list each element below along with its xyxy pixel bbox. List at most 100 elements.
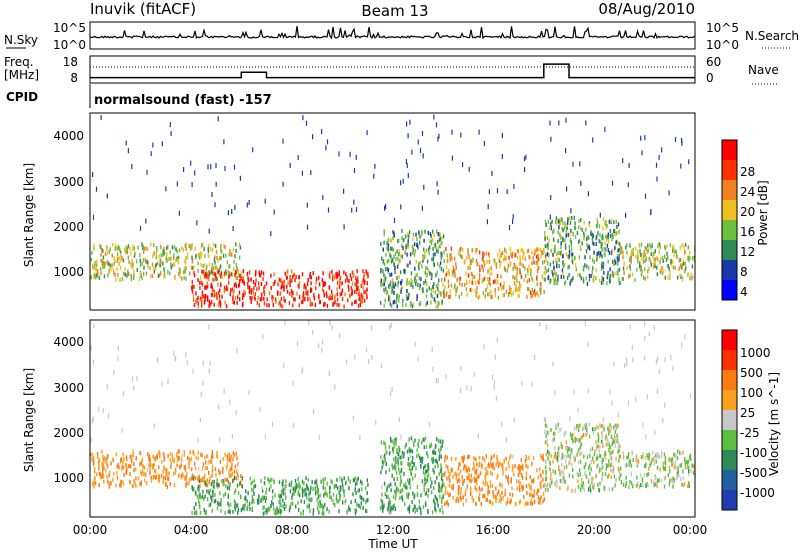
scatter-cell — [185, 242, 187, 247]
scatter-cell — [570, 247, 573, 252]
scatter-cell — [431, 490, 433, 495]
scatter-cell — [473, 456, 475, 461]
scatter-cell — [205, 294, 207, 298]
scatter-cell — [384, 205, 386, 211]
scatter-cell — [476, 290, 478, 295]
scatter-cell — [198, 475, 200, 480]
scatter-cell — [693, 257, 695, 262]
scatter-cell — [586, 428, 588, 432]
scatter-cell — [371, 325, 373, 331]
scatter-cell — [433, 114, 435, 120]
scatter-cell — [551, 219, 553, 224]
scatter-cell — [469, 486, 472, 491]
scatter-cell — [689, 453, 692, 458]
scatter-cell — [264, 434, 267, 440]
scatter-cell — [182, 248, 184, 253]
scatter-cell — [612, 273, 614, 278]
scatter-cell — [129, 464, 131, 469]
scatter-cell — [501, 251, 503, 256]
scatter-cell — [691, 463, 694, 468]
scatter-cell — [133, 468, 135, 473]
scatter-cell — [680, 463, 682, 468]
scatter-cell — [329, 320, 331, 326]
scatter-cell — [356, 269, 358, 274]
scatter-cell — [478, 250, 481, 255]
scatter-cell — [366, 271, 368, 275]
scatter-cell — [206, 281, 208, 286]
scatter-cell — [237, 462, 239, 467]
scatter-cell — [242, 505, 245, 509]
scatter-cell — [515, 274, 517, 279]
scatter-cell — [597, 482, 599, 487]
scatter-cell — [475, 457, 477, 462]
scatter-cell — [684, 457, 686, 461]
scatter-cell — [179, 274, 181, 279]
scatter-cell — [430, 234, 432, 239]
scatter-cell — [195, 476, 197, 481]
scatter-cell — [646, 394, 648, 400]
scatter-cell — [498, 498, 501, 503]
scatter-cell — [290, 279, 293, 283]
scatter-cell — [208, 491, 210, 495]
scatter-cell — [623, 261, 625, 266]
scatter-cell — [281, 489, 283, 494]
scatter-cell — [417, 283, 419, 287]
scatter-cell — [391, 439, 393, 444]
scatter-cell — [559, 217, 561, 222]
scatter-cell — [489, 282, 491, 287]
scatter-cell — [549, 214, 551, 220]
scatter-cell — [616, 256, 619, 261]
scatter-cell — [194, 490, 197, 495]
scatter-cell — [213, 242, 215, 247]
scatter-cell — [558, 428, 560, 433]
scatter-cell — [664, 475, 667, 480]
scatter-cell — [543, 270, 545, 275]
scatter-cell — [408, 292, 410, 297]
scatter-cell — [384, 289, 386, 294]
scatter-cell — [443, 277, 446, 282]
scatter-cell — [304, 283, 306, 288]
scatter-cell — [275, 511, 277, 516]
scatter-cell — [434, 290, 437, 295]
scatter-cell — [655, 359, 657, 365]
scatter-cell — [200, 452, 202, 457]
scatter-cell — [449, 294, 451, 299]
scatter-cell — [447, 469, 449, 473]
scatter-cell — [393, 291, 395, 295]
velocity-scatter — [90, 320, 696, 516]
scatter-cell — [591, 480, 593, 485]
scatter-cell — [382, 247, 384, 252]
scatter-cell — [438, 237, 441, 242]
scatter-cell — [530, 498, 532, 503]
scatter-cell — [569, 216, 571, 221]
scatter-cell — [550, 472, 552, 477]
scatter-cell — [434, 507, 436, 512]
scatter-cell — [566, 226, 568, 231]
scatter-cell — [429, 444, 431, 449]
scatter-cell — [483, 141, 485, 146]
scatter-cell — [620, 466, 622, 471]
scatter-cell — [163, 251, 165, 256]
scatter-cell — [135, 259, 138, 264]
scatter-cell — [380, 300, 382, 305]
scatter-cell — [235, 276, 237, 281]
scatter-cell — [110, 264, 112, 268]
scatter-cell — [309, 302, 312, 307]
scatter-cell — [556, 479, 558, 484]
scatter-cell — [601, 477, 604, 482]
scatter-cell — [544, 266, 546, 271]
scatter-cell — [539, 499, 541, 504]
scatter-cell — [184, 269, 186, 274]
scatter-cell — [226, 287, 229, 292]
scatter-cell — [612, 450, 614, 454]
scatter-cell — [487, 489, 489, 494]
scatter-cell — [644, 355, 646, 361]
scatter-cell — [217, 303, 220, 308]
scatter-cell — [187, 252, 189, 257]
scatter-cell — [307, 297, 309, 302]
scatter-cell — [102, 473, 105, 478]
scatter-cell — [433, 486, 435, 490]
scatter-cell — [197, 467, 200, 472]
scatter-cell — [441, 252, 443, 257]
scatter-cell — [104, 252, 107, 257]
